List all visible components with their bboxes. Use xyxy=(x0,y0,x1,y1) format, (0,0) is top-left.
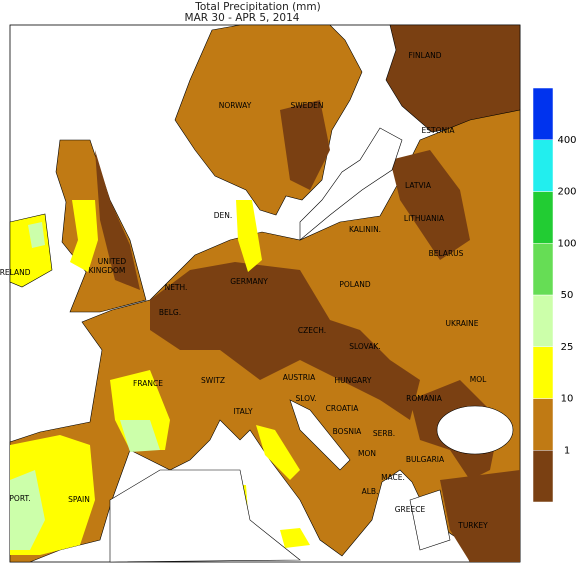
legend-swatch xyxy=(532,398,554,451)
legend-swatch xyxy=(532,191,554,244)
legend-swatch xyxy=(532,346,554,399)
country-label: ITALY xyxy=(233,407,253,416)
finland xyxy=(385,24,521,133)
country-label: FINLAND xyxy=(408,51,441,60)
legend-swatch xyxy=(532,450,554,503)
country-label: AUSTRIA xyxy=(283,373,316,382)
country-label: BOSNIA xyxy=(333,427,362,436)
legend-tick-label: 400 xyxy=(557,135,576,146)
country-label: MACE. xyxy=(381,473,405,482)
country-label: CZECH. xyxy=(298,326,326,335)
country-label: POLAND xyxy=(339,280,371,289)
black-sea xyxy=(436,405,514,455)
country-label: GREECE xyxy=(395,505,426,514)
country-label: IRELAND xyxy=(0,268,31,277)
legend-swatch xyxy=(532,294,554,347)
mediterranean-sea xyxy=(109,469,301,563)
legend-tick-label: 10 xyxy=(561,394,574,405)
country-label: BELARUS xyxy=(429,249,464,258)
aegean-sea xyxy=(409,489,451,551)
country-labels: FINLAND NORWAY SWEDEN ESTONIA LATVIA LITHUANI… xyxy=(0,51,488,530)
country-label: SWEDEN xyxy=(290,101,323,110)
country-label: MOL xyxy=(470,375,487,384)
legend: 1 10 25 50 100 200 400 xyxy=(532,87,577,503)
legend-tick-label: 1 xyxy=(564,445,570,456)
country-label: ROMANIA xyxy=(406,394,443,403)
country-label: GERMANY xyxy=(230,277,268,286)
country-label: SPAIN xyxy=(68,495,90,504)
baltic-sea xyxy=(299,127,403,241)
map xyxy=(9,24,521,563)
country-label: KINGDOM xyxy=(89,266,126,275)
legend-swatch xyxy=(532,87,554,140)
country-label: SLOV. xyxy=(296,394,317,403)
country-label: DEN. xyxy=(214,211,233,220)
country-label: SWITZ xyxy=(201,376,225,385)
legend-tick-label: 100 xyxy=(557,238,576,249)
legend-tick-label: 25 xyxy=(561,342,574,353)
country-label: LITHUANIA xyxy=(404,214,445,223)
country-label: SLOVAK. xyxy=(349,342,381,351)
legend-tick-label: 200 xyxy=(557,187,576,198)
country-label: FRANCE xyxy=(133,379,163,388)
country-label: SERB. xyxy=(373,429,395,438)
country-label: NORWAY xyxy=(219,101,252,110)
map-subtitle: MAR 30 - APR 5, 2014 xyxy=(185,12,300,24)
country-label: MON xyxy=(358,449,376,458)
country-label: NETH. xyxy=(165,283,188,292)
country-label: TURKEY xyxy=(457,521,488,530)
country-label: BULGARIA xyxy=(406,455,445,464)
country-label: CROATIA xyxy=(326,404,360,413)
adriatic-sea xyxy=(289,399,351,471)
country-label: PORT. xyxy=(9,494,30,503)
legend-swatch xyxy=(532,243,554,296)
map-title: Total Precipitation (mm) xyxy=(194,1,320,13)
country-label: HUNGARY xyxy=(335,376,372,385)
country-label: UNITED xyxy=(98,257,127,266)
country-label: UKRAINE xyxy=(445,319,478,328)
country-label: LATVIA xyxy=(405,181,432,190)
country-label: KALININ. xyxy=(349,225,381,234)
country-label: ALB. xyxy=(362,487,379,496)
country-label: BELG. xyxy=(159,308,181,317)
country-label: ESTONIA xyxy=(422,126,456,135)
legend-swatch xyxy=(532,139,554,192)
legend-tick-label: 50 xyxy=(561,290,574,301)
